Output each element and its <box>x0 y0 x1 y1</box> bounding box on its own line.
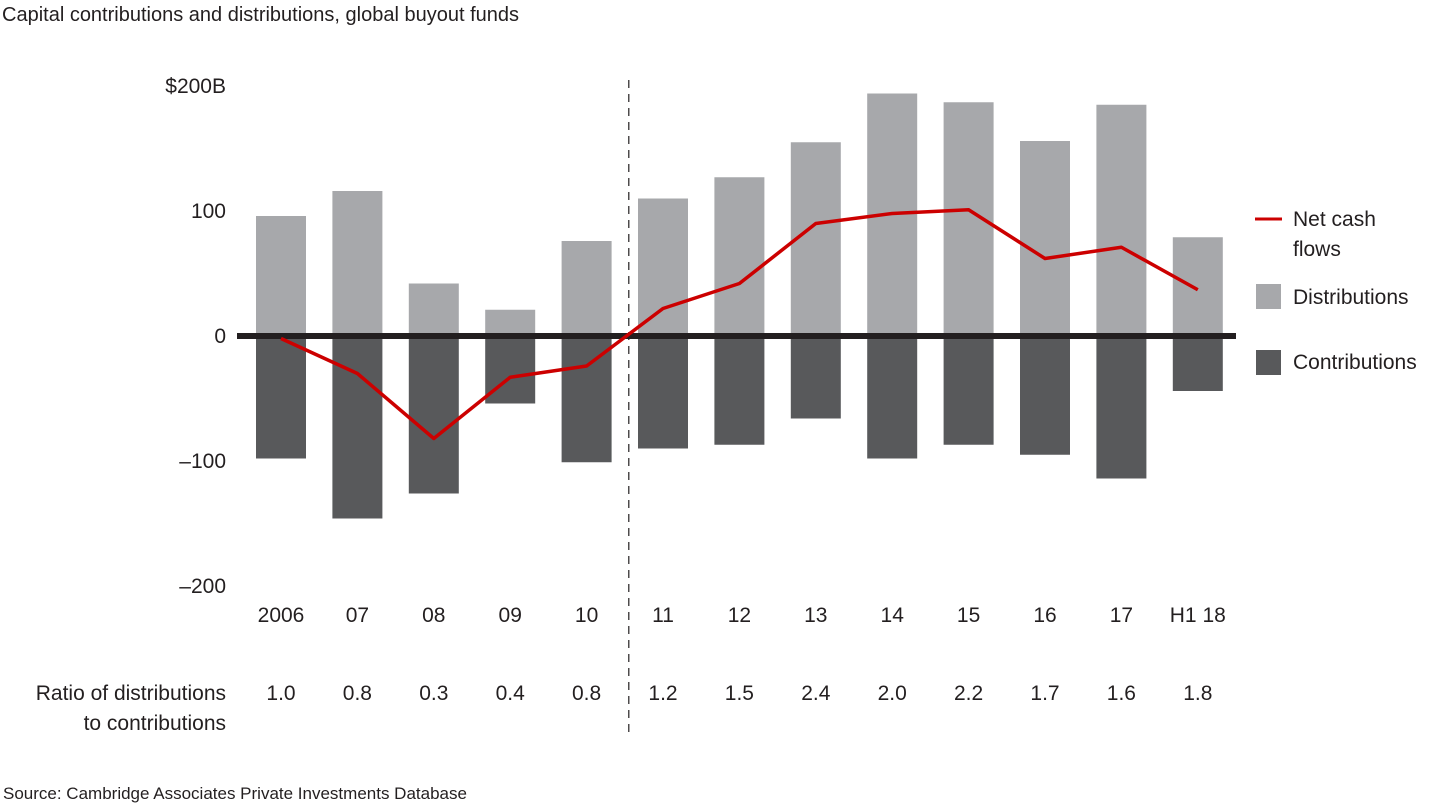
x-tick-label: 08 <box>422 604 445 627</box>
ratio-value: 0.3 <box>419 682 448 705</box>
distributions-bar <box>790 142 841 336</box>
legend-label: Contributions <box>1293 351 1417 374</box>
contributions-bar <box>561 336 612 463</box>
contributions-bar <box>867 336 918 459</box>
y-tick-label: –200 <box>179 575 226 598</box>
ratio-value: 2.0 <box>878 682 907 705</box>
contributions-bar <box>638 336 688 449</box>
legend-label: flows <box>1293 238 1341 261</box>
ratio-row-label: to contributions <box>84 712 226 735</box>
chart-title: Capital contributions and distributions,… <box>2 4 519 26</box>
x-tick-label: 17 <box>1110 604 1133 627</box>
ratio-row-label: Ratio of distributions <box>36 682 226 705</box>
contributions-bar <box>714 336 765 445</box>
y-axis: $200B 100 0 –100 –200 <box>165 75 226 598</box>
distributions-bar <box>332 191 383 336</box>
legend-label: Distributions <box>1293 286 1409 309</box>
contributions-bar <box>1172 336 1223 391</box>
source-note: Source: Cambridge Associates Private Inv… <box>3 784 467 803</box>
ratio-value: 1.6 <box>1107 682 1136 705</box>
distributions-bar <box>408 283 459 336</box>
ratio-value: 0.8 <box>343 682 372 705</box>
contributions-bar <box>1020 336 1070 455</box>
x-tick-label: 09 <box>499 604 522 627</box>
x-axis: 2006 07 08 09 10 11 12 13 14 15 16 17 H1 18 <box>258 604 1226 627</box>
x-tick-label: 10 <box>575 604 598 627</box>
legend-label: Net cash <box>1293 208 1376 231</box>
distributions-bar <box>1096 104 1147 336</box>
ratio-value: 1.8 <box>1183 682 1212 705</box>
ratio-value: 2.2 <box>954 682 983 705</box>
contributions-bar <box>256 336 306 459</box>
ratio-value: 2.4 <box>801 682 831 705</box>
ratio-value: 1.0 <box>266 682 295 705</box>
x-tick-label: 16 <box>1033 604 1056 627</box>
contributions-bar <box>1096 336 1147 479</box>
x-tick-label: 14 <box>881 604 905 627</box>
contributions-bar <box>408 336 459 494</box>
x-tick-label: 07 <box>346 604 369 627</box>
x-tick-label: H1 18 <box>1170 604 1226 627</box>
net-line-group <box>280 208 1199 441</box>
x-tick-label: 15 <box>957 604 980 627</box>
distributions-bar <box>714 177 765 336</box>
x-tick-label: 12 <box>728 604 751 627</box>
ratio-row: Ratio of distributions to contributions 1.… <box>36 682 1213 735</box>
x-tick-label: 11 <box>652 604 674 627</box>
contributions-bar <box>332 336 383 519</box>
distributions-bar <box>256 216 306 336</box>
legend-square-swatch <box>1256 350 1281 375</box>
x-tick-label: 2006 <box>258 604 305 627</box>
contributions-bar <box>790 336 841 419</box>
distributions-bar <box>1020 141 1070 336</box>
distributions-bar <box>1172 237 1223 336</box>
ratio-value: 1.5 <box>725 682 754 705</box>
y-tick-label: 0 <box>214 325 226 348</box>
ratio-value: 1.7 <box>1030 682 1059 705</box>
ratio-value: 0.4 <box>496 682 526 705</box>
x-tick-label: 13 <box>804 604 827 627</box>
legend: Net cash flows Distributions Contributions <box>1255 208 1417 375</box>
distributions-bar <box>638 198 688 336</box>
zero-line-group <box>237 80 1236 735</box>
legend-square-swatch <box>1256 284 1281 309</box>
ratio-value: 1.2 <box>648 682 677 705</box>
y-tick-label: $200B <box>165 75 226 98</box>
contributions-bar <box>943 336 994 445</box>
bars-group <box>256 93 1223 519</box>
y-tick-label: 100 <box>191 200 226 223</box>
distributions-bar <box>561 241 612 336</box>
y-tick-label: –100 <box>179 450 226 473</box>
ratio-value: 0.8 <box>572 682 601 705</box>
distributions-bar <box>485 309 536 336</box>
